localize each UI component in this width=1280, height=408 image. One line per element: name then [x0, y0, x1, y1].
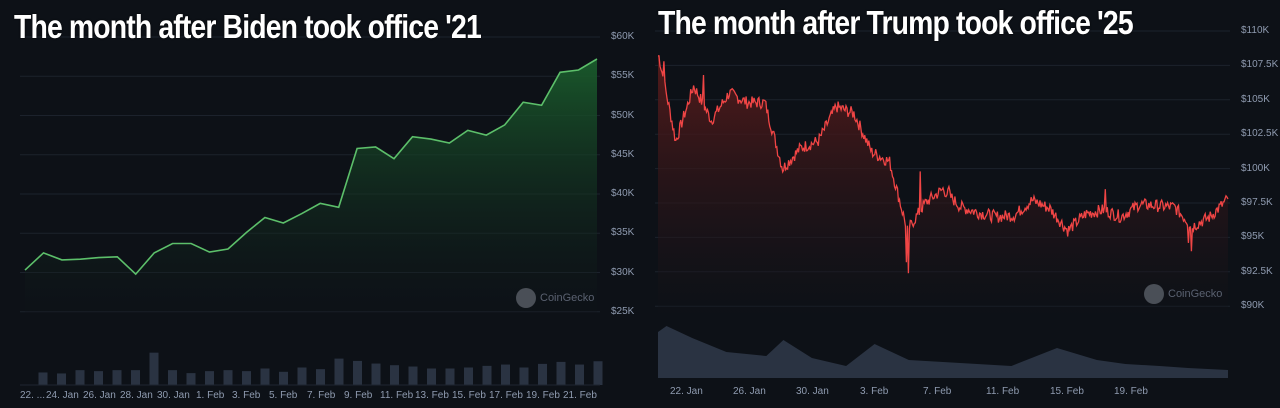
- y-tick-label: $30K: [611, 266, 635, 278]
- x-tick-label: 26. Jan: [83, 390, 116, 401]
- y-tick-label: $97.5K: [1241, 197, 1273, 208]
- volume-area: [658, 326, 1228, 378]
- y-tick-label: $102.5K: [1241, 128, 1279, 140]
- x-tick-label: 26. Jan: [733, 386, 766, 397]
- y-tick-label: $100K: [1241, 162, 1270, 174]
- coingecko-watermark: CoinGecko: [516, 288, 594, 308]
- x-tick-label: 19. Feb: [1114, 386, 1148, 397]
- coingecko-logo-icon: [516, 288, 536, 308]
- y-tick-label: $95K: [1241, 231, 1265, 243]
- trump-chart-panel: The month after Trump took office '25 $1…: [640, 0, 1280, 408]
- x-tick-label: 30. Jan: [157, 390, 190, 401]
- x-tick-label: 1. Feb: [196, 390, 225, 401]
- x-tick-label: 15. Feb: [452, 390, 486, 401]
- x-tick-label: 3. Feb: [232, 390, 261, 401]
- y-tick-label: $55K: [611, 70, 635, 82]
- watermark-text: CoinGecko: [540, 292, 595, 304]
- biden-chart-panel: The month after Biden took office '21 $6…: [14, 8, 635, 401]
- y-tick-label: $50K: [611, 109, 635, 121]
- biden-chart-svg: [20, 36, 603, 386]
- y-tick-label: $45K: [611, 148, 635, 160]
- price-line[interactable]: [24, 58, 598, 276]
- trump-chart-svg: [655, 30, 1230, 378]
- y-tick-label: $110K: [1241, 25, 1270, 36]
- x-tick-label: 15. Feb: [1050, 386, 1084, 397]
- x-tick-label: 17. Feb: [489, 390, 523, 401]
- x-tick-label: 24. Jan: [46, 390, 79, 401]
- x-tick-label: 21. Feb: [563, 390, 597, 401]
- x-tick-label: 13. Feb: [415, 390, 449, 401]
- y-tick-label: $35K: [611, 227, 635, 239]
- x-tick-label: 7. Feb: [923, 386, 952, 397]
- x-tick-label: 22. Jan: [670, 386, 703, 397]
- x-tick-label: 5. Feb: [269, 390, 298, 401]
- y-tick-label: $25K: [611, 305, 635, 317]
- chart-title: The month after Trump took office '25: [658, 4, 1134, 41]
- x-tick-label: 9. Feb: [344, 390, 373, 401]
- y-tick-label: $90K: [1241, 300, 1265, 312]
- x-tick-label: 30. Jan: [796, 386, 829, 397]
- y-tick-label: $105K: [1241, 93, 1270, 105]
- x-tick-label: 19. Feb: [526, 390, 560, 401]
- x-tick-label: 11. Feb: [986, 386, 1020, 397]
- x-tick-label: 7. Feb: [307, 390, 336, 401]
- price-area: [25, 59, 597, 318]
- x-tick-label: 28. Jan: [120, 390, 153, 401]
- x-tick-label: 11. Feb: [380, 390, 414, 401]
- watermark-text: CoinGecko: [1168, 288, 1223, 300]
- y-tick-label: $92.5K: [1241, 265, 1273, 277]
- y-tick-label: $60K: [611, 31, 635, 42]
- x-tick-label: 22. ...: [20, 390, 46, 401]
- chart-title: The month after Biden took office '21: [14, 8, 482, 45]
- y-tick-label: $40K: [611, 188, 635, 199]
- price-line[interactable]: [657, 55, 1229, 274]
- y-tick-label: $107.5K: [1241, 59, 1279, 71]
- coingecko-logo-icon: [1144, 284, 1164, 304]
- coingecko-watermark: CoinGecko: [1144, 284, 1222, 304]
- price-area: [658, 55, 1228, 317]
- x-tick-label: 3. Feb: [860, 386, 889, 397]
- volume-bars: [38, 352, 603, 385]
